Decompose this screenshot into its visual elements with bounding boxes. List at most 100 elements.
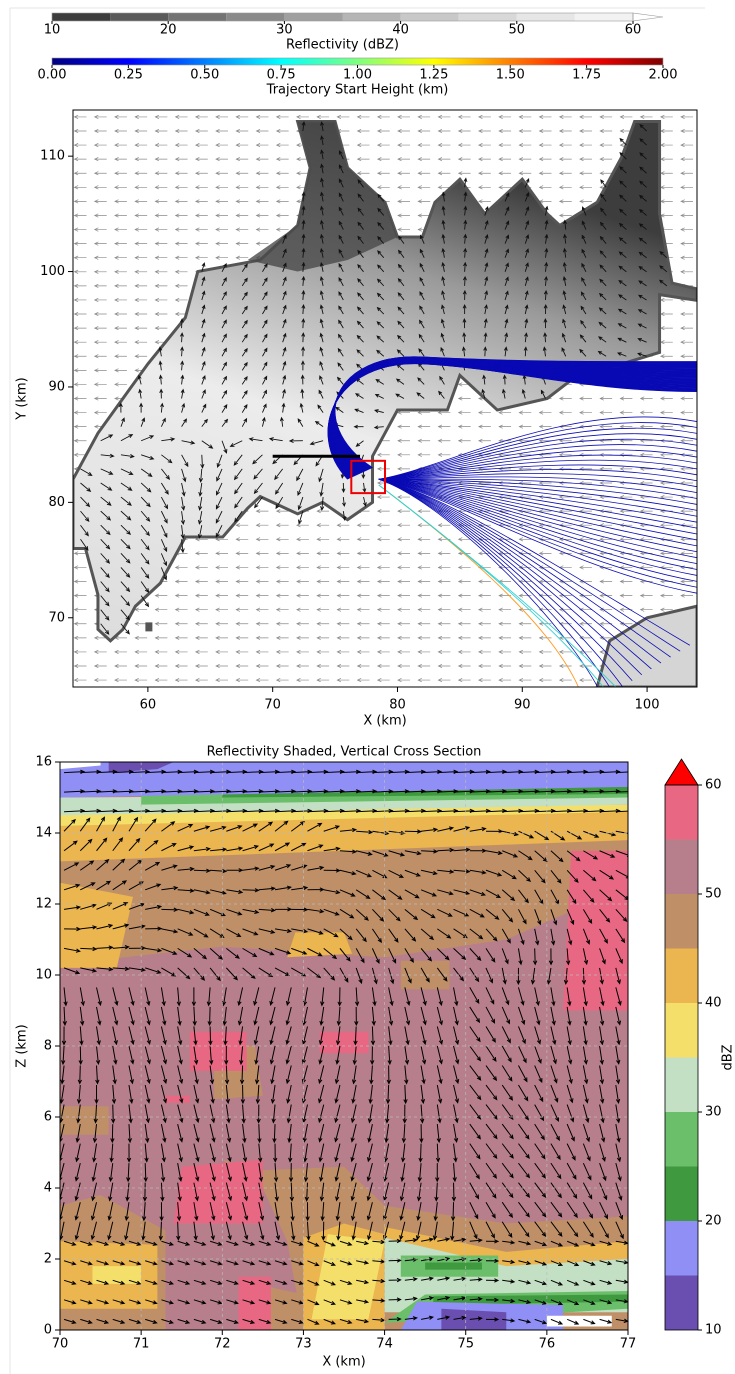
wind-vector <box>418 580 430 583</box>
colorbar-tick-label: 1.25 <box>419 68 448 83</box>
wind-vector <box>135 608 147 611</box>
wind-vector <box>479 115 491 118</box>
wind-vector <box>499 678 511 681</box>
wind-vector <box>135 186 147 189</box>
wind-vector <box>459 580 471 583</box>
wind-vector <box>560 411 572 414</box>
wind-vector <box>135 340 147 343</box>
wind-vector <box>539 143 551 146</box>
wind-vector <box>74 228 86 231</box>
colorbar-segment <box>52 13 110 21</box>
wind-vector <box>317 115 329 118</box>
wind-vector <box>337 580 349 583</box>
wind-vector <box>236 172 248 175</box>
wind-vector <box>398 495 410 498</box>
colorbar-label: Trajectory Start Height (km) <box>266 83 449 98</box>
wind-vector <box>95 242 107 245</box>
wind-vector <box>438 143 450 146</box>
wind-vector <box>519 622 531 625</box>
wind-vector <box>297 650 309 653</box>
wind-vector <box>256 115 268 118</box>
wind-vector <box>681 129 693 132</box>
colorbar-tick-label: 40 <box>705 996 722 1011</box>
wind-vector <box>216 186 228 189</box>
trajectory <box>379 485 579 687</box>
wind-vector <box>398 608 410 611</box>
wind-vector <box>661 566 673 569</box>
wind-vector <box>560 397 572 400</box>
colorbar-label: dBZ <box>721 1044 735 1070</box>
wind-vector <box>155 242 167 245</box>
wind-vector <box>600 552 612 555</box>
wind-vector <box>176 580 188 583</box>
wind-vector <box>398 636 410 639</box>
wind-vector <box>216 664 228 667</box>
wind-vector <box>661 129 673 132</box>
wind-vector <box>459 594 471 597</box>
wind-vector <box>358 552 370 555</box>
wind-vector <box>418 636 430 639</box>
wind-vector <box>661 186 673 189</box>
wind-vector <box>398 214 410 217</box>
colorbar-segment <box>665 1221 698 1276</box>
wind-vector <box>277 594 289 597</box>
wind-vector <box>600 481 612 484</box>
wind-vector <box>115 383 127 386</box>
y-tick-label: 90 <box>48 379 65 394</box>
wind-vector <box>74 242 86 245</box>
wind-vector <box>317 622 329 625</box>
y-axis-label: Z (km) <box>15 1024 30 1067</box>
wind-vector <box>135 284 147 287</box>
wind-vector <box>297 115 309 118</box>
wind-vector <box>155 594 167 597</box>
wind-vector <box>358 143 370 146</box>
wind-vector <box>135 326 147 329</box>
wind-vector <box>115 157 127 160</box>
wind-vector <box>95 650 107 653</box>
wind-vector <box>560 650 572 653</box>
wind-vector <box>256 242 268 245</box>
x-tick-label: 70 <box>264 698 281 713</box>
wind-vector <box>135 664 147 667</box>
wind-vector <box>176 129 188 132</box>
wind-vector <box>216 256 228 259</box>
wind-vector <box>418 157 430 160</box>
wind-vector <box>95 664 107 667</box>
wind-vector <box>95 115 107 118</box>
wind-vector <box>95 228 107 231</box>
wind-vector <box>155 270 167 273</box>
wind-vector <box>256 214 268 217</box>
wind-vector <box>256 172 268 175</box>
wind-vector <box>196 594 208 597</box>
wind-vector <box>277 214 289 217</box>
wind-vector <box>317 636 329 639</box>
wind-vector <box>398 552 410 555</box>
y-tick-label: 2 <box>44 1252 52 1267</box>
wind-vector <box>459 608 471 611</box>
wind-vector <box>277 580 289 583</box>
wind-vector <box>398 453 410 456</box>
colorbar-gradient <box>52 58 663 65</box>
wind-vector <box>438 172 450 175</box>
wind-vector <box>74 439 86 442</box>
wind-vector <box>74 355 86 358</box>
wind-vector <box>539 467 551 470</box>
wind-vector <box>176 566 188 569</box>
wind-vector <box>378 523 390 526</box>
wind-vector <box>74 552 86 555</box>
wind-vector <box>155 115 167 118</box>
wind-vector <box>155 622 167 625</box>
wind-vector <box>115 650 127 653</box>
wind-vector <box>641 608 653 611</box>
wind-vector <box>398 186 410 189</box>
wind-vector <box>74 622 86 625</box>
wind-vector <box>479 186 491 189</box>
wind-vector <box>519 172 531 175</box>
x-tick-label: 100 <box>635 698 660 713</box>
map-field <box>73 115 697 698</box>
wind-vector <box>277 157 289 160</box>
wind-vector <box>479 425 491 428</box>
wind-vector <box>277 115 289 118</box>
colorbar-extension <box>665 759 698 785</box>
wind-vector <box>216 552 228 555</box>
